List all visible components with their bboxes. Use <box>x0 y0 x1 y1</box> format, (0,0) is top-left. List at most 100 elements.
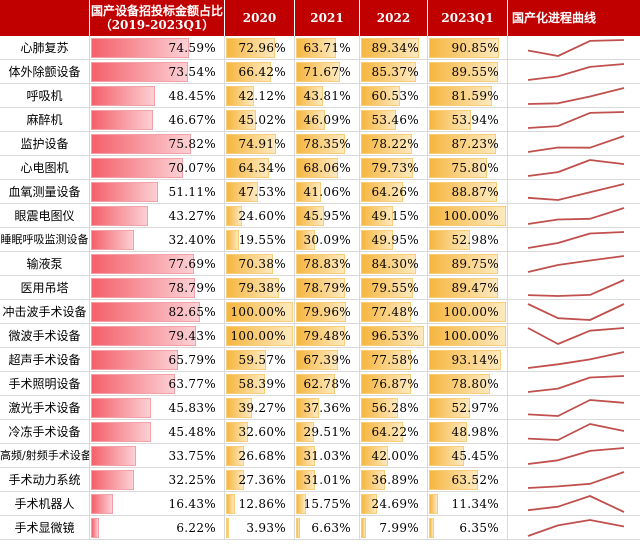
header-name <box>0 0 90 36</box>
cell-total: 43.27% <box>90 204 225 228</box>
cell-total: 16.43% <box>90 492 225 516</box>
bar-2021 <box>296 374 335 394</box>
trend-line <box>527 351 625 369</box>
cell-2022: 77.48% <box>360 300 428 324</box>
trend-line <box>527 255 625 273</box>
cell-total: 46.67% <box>90 108 225 132</box>
value-2020: 26.68% <box>238 449 286 463</box>
value-total: 70.07% <box>168 161 216 175</box>
bar-total <box>91 350 178 370</box>
bar-2020 <box>226 398 253 418</box>
bar-total <box>91 182 159 202</box>
value-2023q1: 6.35% <box>459 521 499 535</box>
trend-line <box>527 471 625 489</box>
trend-sparkline <box>527 495 625 513</box>
trend-sparkline <box>527 351 625 369</box>
device-name: 血氧测量设备 <box>0 180 90 204</box>
trend-sparkline <box>527 255 625 273</box>
trend-cell <box>508 180 640 204</box>
value-2023q1: 90.85% <box>451 41 499 55</box>
device-name: 手术动力系统 <box>0 468 90 492</box>
value-2020: 27.36% <box>238 473 286 487</box>
bar-2021 <box>296 518 301 538</box>
header-2022: 2022 <box>360 0 428 36</box>
device-name: 微波手术设备 <box>0 324 90 348</box>
trend-cell <box>508 396 640 420</box>
cell-2022: 84.30% <box>360 252 428 276</box>
bar-2020 <box>226 374 266 394</box>
bar-2022 <box>361 422 403 442</box>
value-2020: 79.38% <box>238 281 286 295</box>
cell-2020: 39.27% <box>225 396 295 420</box>
bar-2021 <box>296 86 324 106</box>
cell-2023q1: 100.00% <box>428 204 508 228</box>
bar-2023q1 <box>429 62 498 82</box>
cell-2020: 26.68% <box>225 444 295 468</box>
value-2023q1: 53.94% <box>451 113 499 127</box>
bar-2023q1 <box>429 302 506 322</box>
trend-cell <box>508 324 640 348</box>
cell-2022: 60.53% <box>360 84 428 108</box>
bar-2021 <box>296 350 338 370</box>
value-2021: 45.95% <box>303 209 351 223</box>
bar-2022 <box>361 182 403 202</box>
value-total: 6.22% <box>176 521 216 535</box>
trend-cell <box>508 204 640 228</box>
value-2021: 78.79% <box>303 281 351 295</box>
value-2021: 6.63% <box>311 521 351 535</box>
value-2021: 67.39% <box>303 353 351 367</box>
device-name: 呼吸机 <box>0 84 90 108</box>
trend-sparkline <box>527 39 625 57</box>
cell-2023q1: 89.75% <box>428 252 508 276</box>
value-total: 48.45% <box>168 89 216 103</box>
header-total-subtitle: （2019-2023Q1） <box>99 18 215 32</box>
table-row: 手术机器人 16.43% 12.86% 15.75% 24.69% 11.34% <box>0 492 640 516</box>
table-row: 眼震电图仪 43.27% 24.60% 45.95% 49.15% 100.00% <box>0 204 640 228</box>
bar-2023q1 <box>429 326 506 346</box>
trend-sparkline <box>527 231 625 249</box>
bar-2021 <box>296 302 346 322</box>
bar-2020 <box>226 158 270 178</box>
cell-2021: 46.09% <box>295 108 360 132</box>
device-name: 手术照明设备 <box>0 372 90 396</box>
value-2022: 77.48% <box>371 305 419 319</box>
trend-line <box>527 423 625 441</box>
trend-cell <box>508 276 640 300</box>
table-row: 手术显微镜 6.22% 3.93% 6.63% 7.99% 6.35% <box>0 516 640 540</box>
value-2020: 24.60% <box>238 209 286 223</box>
value-2023q1: 63.52% <box>451 473 499 487</box>
trend-cell <box>508 84 640 108</box>
bar-2022 <box>361 398 398 418</box>
value-2020: 45.02% <box>238 113 286 127</box>
trend-sparkline <box>527 303 625 321</box>
device-name: 心电图机 <box>0 156 90 180</box>
value-2023q1: 93.14% <box>451 353 499 367</box>
table-row: 激光手术设备 45.83% 39.27% 37.36% 56.28% 52.97% <box>0 396 640 420</box>
cell-2022: 76.87% <box>360 372 428 396</box>
bar-2022 <box>361 518 367 538</box>
value-2023q1: 100.00% <box>443 305 499 319</box>
cell-total: 32.25% <box>90 468 225 492</box>
cell-2022: 96.53% <box>360 324 428 348</box>
trend-cell <box>508 36 640 60</box>
cell-2020: 24.60% <box>225 204 295 228</box>
cell-total: 77.69% <box>90 252 225 276</box>
bar-2022 <box>361 230 394 250</box>
cell-total: 51.11% <box>90 180 225 204</box>
cell-total: 32.40% <box>90 228 225 252</box>
value-total: 33.75% <box>168 449 216 463</box>
value-2022: 96.53% <box>371 329 419 343</box>
value-2023q1: 45.45% <box>451 449 499 463</box>
header-2020: 2020 <box>225 0 295 36</box>
value-2021: 37.36% <box>303 401 351 415</box>
trend-cell <box>508 492 640 516</box>
header-2021: 2021 <box>295 0 360 36</box>
cell-2020: 72.96% <box>225 36 295 60</box>
value-total: 82.65% <box>168 305 216 319</box>
bar-2020 <box>226 278 280 298</box>
bar-total <box>91 254 194 274</box>
cell-2023q1: 11.34% <box>428 492 508 516</box>
bar-2023q1 <box>429 230 470 250</box>
bar-2022 <box>361 38 420 58</box>
trend-sparkline <box>527 519 625 537</box>
